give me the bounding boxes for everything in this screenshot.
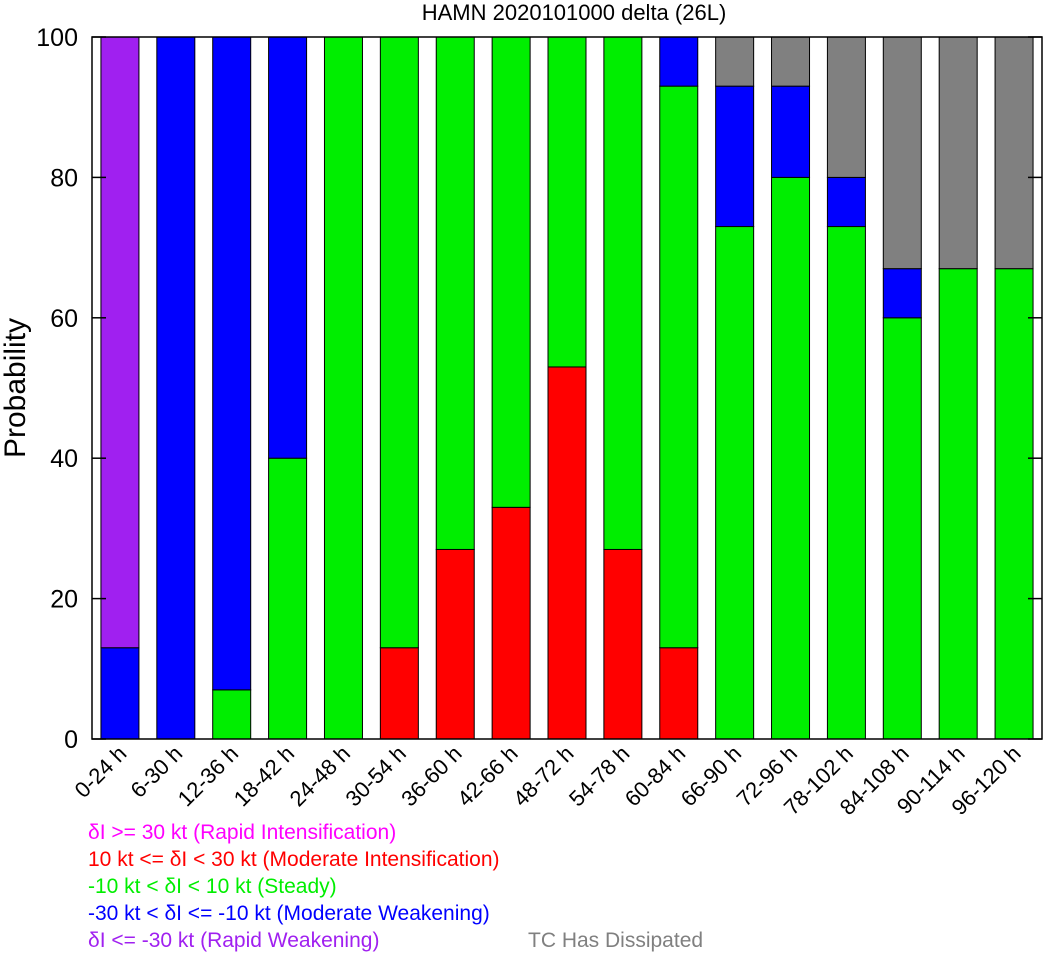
bar-segment-moderate_weakening <box>826 176 866 228</box>
y-tick-label: 0 <box>64 726 78 754</box>
bar-group <box>100 36 1034 740</box>
bar-segment-steady <box>659 85 699 649</box>
x-tick-label: 0-24 h <box>70 741 132 803</box>
bar-segment-steady <box>212 689 252 740</box>
legend-dissipated: TC Has Dissipated <box>528 929 704 952</box>
bar-segment-steady <box>938 268 978 740</box>
y-tick-label: 80 <box>50 164 78 192</box>
chart-title: HAMN 2020101000 delta (26L) <box>422 0 727 25</box>
legend-moderate-weakening: -30 kt < δI <= -10 kt (Moderate Weakenin… <box>88 902 490 925</box>
x-tick-label: 60-84 h <box>620 741 690 811</box>
plot-frame <box>91 36 1043 740</box>
y-tick-label: 20 <box>50 586 78 614</box>
bar-segment-steady <box>491 36 531 508</box>
bar-segment-moderate_weakening <box>156 36 196 740</box>
bar-segment-moderate_intensification <box>435 548 475 740</box>
bar-segment-steady <box>715 226 755 740</box>
bar-segment-moderate_weakening <box>771 85 811 178</box>
x-tick-label: 48-72 h <box>508 741 578 811</box>
bar-segment-moderate_intensification <box>379 647 419 740</box>
x-tick-label: 18-42 h <box>229 741 299 811</box>
legend-steady: -10 kt < δI < 10 kt (Steady) <box>88 875 337 898</box>
bar-segment-dissipated <box>882 36 922 270</box>
bar-segment-steady <box>435 36 475 550</box>
bar-segment-moderate_intensification <box>491 506 531 740</box>
bar-segment-steady <box>994 268 1034 740</box>
bar-segment-steady <box>379 36 419 649</box>
bar-segment-rapid_weakening <box>100 36 140 649</box>
bar-segment-moderate_weakening <box>212 36 252 691</box>
bar-segment-steady <box>771 176 811 740</box>
x-tick-label: 36-60 h <box>396 741 466 811</box>
bar-segment-moderate_weakening <box>659 36 699 87</box>
bar-segment-moderate_intensification <box>659 647 699 740</box>
bar-segment-steady <box>603 36 643 550</box>
y-tick-label: 60 <box>50 305 78 333</box>
bar-segment-steady <box>323 36 363 740</box>
bar-segment-moderate_weakening <box>882 268 922 319</box>
bar-segment-steady <box>268 457 308 740</box>
bar-segment-steady <box>826 226 866 740</box>
x-tick-label: 30-54 h <box>340 741 410 811</box>
bar-segment-steady <box>547 36 587 368</box>
bar-segment-moderate_weakening <box>268 36 308 459</box>
bar-segment-dissipated <box>715 36 755 87</box>
y-tick-label: 40 <box>50 445 78 473</box>
bar-segment-dissipated <box>938 36 978 270</box>
x-tick-label: 42-66 h <box>452 741 522 811</box>
x-tick-label: 54-78 h <box>564 741 634 811</box>
y-axis-label: Probability <box>0 318 32 458</box>
bar-segment-moderate_intensification <box>547 366 587 740</box>
legend-rapid-intensification: δI >= 30 kt (Rapid Intensification) <box>88 821 397 844</box>
bar-segment-dissipated <box>994 36 1034 270</box>
bar-segment-steady <box>882 317 922 740</box>
x-tick-label: 66-90 h <box>676 741 746 811</box>
bar-segment-moderate_weakening <box>715 85 755 228</box>
bar-segment-moderate_weakening <box>100 647 140 740</box>
x-tick-label: 12-36 h <box>173 741 243 811</box>
x-tick-label: 24-48 h <box>285 741 355 811</box>
legend-rapid-weakening: δI <= -30 kt (Rapid Weakening) <box>88 929 380 952</box>
bar-segment-moderate_intensification <box>603 548 643 740</box>
y-tick-label: 100 <box>36 24 78 52</box>
bar-segment-dissipated <box>771 36 811 87</box>
legend-moderate-intensification: 10 kt <= δI < 30 kt (Moderate Intensific… <box>88 848 500 871</box>
bar-segment-dissipated <box>826 36 866 178</box>
